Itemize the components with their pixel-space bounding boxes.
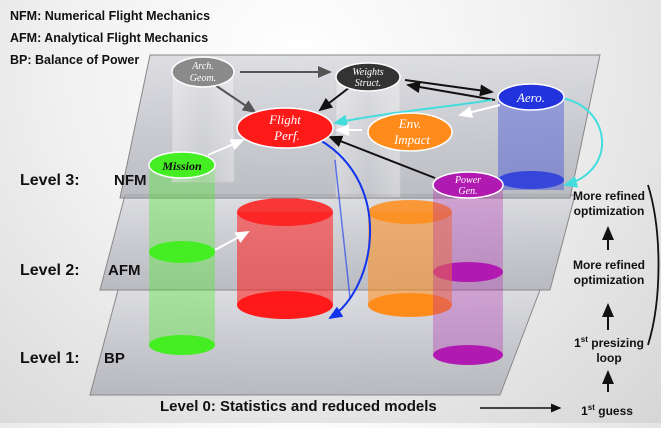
mission-label: Mission — [161, 159, 202, 173]
guess-num: 1 — [581, 404, 588, 418]
arrow-blue-loop — [319, 139, 371, 320]
env-impact-label-1: Env. — [398, 116, 422, 131]
aero-base — [498, 171, 564, 189]
presizing-line2: loop — [596, 351, 622, 365]
arrow-l2-to-flight — [214, 231, 250, 251]
arrow-aero-to-env — [458, 104, 501, 118]
level-2-label: Level 2: — [20, 262, 80, 279]
flight-perf-label-1: Flight — [268, 112, 301, 127]
power-gen-node — [432, 171, 504, 199]
arrow-aero-to-flight — [333, 99, 493, 127]
arrow-mission-to-flight — [207, 139, 245, 156]
red-column — [237, 212, 333, 305]
legend-afm: AFM: Analytical Flight Mechanics — [10, 31, 209, 45]
arrow-power-to-flight — [328, 135, 436, 179]
weights-label-1: Weights — [352, 67, 383, 78]
guess-sup: st — [587, 403, 595, 412]
arch-geom-label-2: Geom. — [190, 73, 216, 84]
arrow-weights-to-flight — [318, 86, 351, 112]
level-0-label: Level 0: Statistics and reduced models — [160, 398, 437, 415]
loop-bracket — [647, 184, 660, 346]
level-3-tag: NFM — [114, 172, 147, 189]
presizing-sup: st — [580, 335, 588, 344]
arrow-aero-to-weights — [406, 81, 496, 101]
env-impact-node — [367, 112, 453, 152]
legend-nfm: NFM: Numerical Flight Mechanics — [10, 9, 211, 23]
arrow-arch-to-flight — [214, 84, 257, 114]
flight-perf-label-2: Perf. — [273, 128, 300, 143]
env-impact-label-2: Impact — [393, 132, 430, 147]
refined-2-line1: More refined — [572, 258, 645, 272]
refined-optimization-note-1: More refined optimization — [563, 189, 655, 219]
level-1-tag: BP — [104, 350, 125, 367]
level-3-label: Level 3: — [20, 172, 80, 189]
power-gen-label-2: Gen. — [458, 186, 477, 197]
power-gen-label-1: Power — [454, 175, 481, 186]
orange-column — [368, 212, 452, 305]
mission-disk-l2 — [149, 241, 215, 263]
mission-node — [148, 151, 216, 179]
presizing-rest: presizing — [591, 336, 644, 350]
arch-geom-node — [171, 56, 235, 88]
refined-optimization-note-2: More refined optimization — [563, 258, 655, 288]
power-cylinder — [433, 185, 503, 355]
refined-2-line2: optimization — [573, 273, 645, 287]
aero-node — [497, 83, 565, 111]
arch-geom-label-1: Arch. — [191, 61, 214, 72]
mission-cylinder — [149, 165, 215, 345]
refined-1-line1: More refined — [572, 189, 645, 203]
arrow-cyan-loop — [559, 97, 603, 188]
mission-base-l1 — [149, 335, 215, 355]
aero-label: Aero. — [516, 90, 545, 105]
legend-bp: BP: Balance of Power — [10, 53, 140, 67]
level-1-label: Level 1: — [20, 350, 80, 367]
weights-node — [335, 62, 401, 92]
guess-rest: guess — [598, 404, 633, 418]
presizing-loop-note: 1st presizing loop — [563, 332, 655, 366]
first-guess-note: 1st guess — [572, 400, 642, 419]
presizing-num: 1 — [574, 336, 581, 350]
flight-perf-node — [236, 107, 334, 149]
arrow-up-to-flight — [334, 159, 351, 299]
refined-1-line2: optimization — [573, 204, 645, 218]
power-base-l1 — [433, 345, 503, 365]
weights-label-2: Struct. — [355, 78, 381, 89]
level-2-tag: AFM — [108, 262, 141, 279]
